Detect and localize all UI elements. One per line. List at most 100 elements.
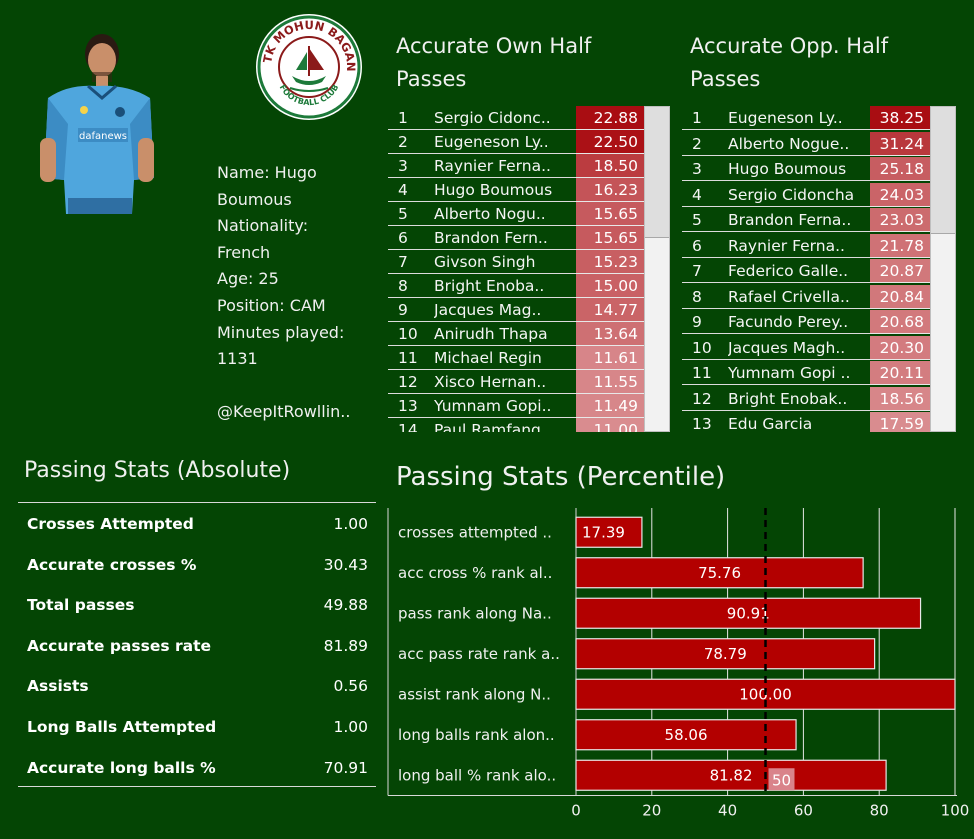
rank-row: 12 Bright Enobak.. 18.56 — [682, 386, 930, 411]
rank-number: 1 — [692, 109, 702, 127]
player-name: Michael Regin — [434, 349, 542, 367]
rank-row: 8 Rafael Crivella.. 20.84 — [682, 284, 930, 309]
absolute-stat-value: 1.00 — [333, 515, 368, 533]
percentile-bar — [575, 597, 922, 629]
absolute-stat-value: 70.91 — [323, 758, 368, 777]
absolute-stat-label: Total passes — [27, 596, 135, 615]
rank-row: 7 Federico Galle.. 20.87 — [682, 259, 930, 283]
rank-value: 11.00 — [576, 418, 644, 432]
absolute-stat-label: Accurate long balls % — [27, 758, 216, 777]
absolute-stat-row: Assists 0.56 — [27, 666, 368, 706]
absolute-stat-value: 0.56 — [333, 677, 368, 696]
row-divider — [682, 180, 870, 181]
absolute-stat-value: 81.89 — [323, 636, 368, 655]
own-half-scrollbar[interactable] — [644, 106, 670, 432]
rank-row: 6 Brandon Fern.. 15.65 — [388, 226, 644, 250]
absolute-stat-label: Accurate passes rate — [27, 636, 211, 655]
category-label: pass rank along Na.. — [398, 604, 552, 622]
rank-row: 10 Anirudh Thapa 13.64 — [388, 322, 644, 346]
absolute-stat-label: Assists — [27, 677, 89, 696]
rank-number: 12 — [398, 373, 418, 391]
opp-half-title-line1: Accurate Opp. Half — [690, 34, 889, 58]
rank-row: 3 Hugo Boumous 25.18 — [682, 157, 930, 181]
rank-row: 8 Bright Enoba.. 15.00 — [388, 274, 644, 298]
rank-number: 7 — [692, 262, 702, 280]
rank-number: 11 — [398, 349, 418, 367]
author-handle: @KeepItRowllin.. — [217, 402, 351, 422]
bar-value-label: 81.82 — [710, 766, 753, 784]
percentile-bar — [575, 516, 643, 548]
player-name: Sergio Cidoncha — [728, 185, 855, 204]
absolute-stat-row: Total passes 49.88 — [27, 585, 368, 625]
category-label: acc pass rate rank a.. — [398, 645, 560, 663]
percentile-bar — [575, 759, 887, 791]
rank-number: 11 — [692, 364, 712, 382]
row-divider — [388, 345, 576, 346]
category-label: long balls rank alon.. — [398, 726, 555, 744]
absolute-stat-row: Long Balls Attempted 1.00 — [27, 707, 368, 747]
player-photo: dafanews — [38, 28, 156, 214]
player-name: Yumnam Gopi .. — [728, 364, 851, 382]
opp-half-scroll-thumb[interactable] — [931, 107, 955, 234]
player-name: Facundo Perey.. — [728, 313, 849, 331]
rank-value: 20.30 — [870, 335, 930, 360]
rank-value: 15.65 — [576, 226, 644, 250]
player-age: Age: 25 — [217, 269, 279, 289]
x-tick-label: 20 — [642, 802, 661, 820]
rank-row: 3 Raynier Ferna.. 18.50 — [388, 154, 644, 178]
rank-number: 14 — [398, 421, 418, 432]
percentile-chart: 0 20 40 60 80 100 crosses attempted .. 17.39 acc… — [387, 508, 969, 820]
own-half-scroll-thumb[interactable] — [645, 107, 669, 238]
player-name: Edu Garcia — [728, 415, 813, 432]
rank-number: 1 — [398, 109, 408, 127]
absolute-stat-label: Accurate crosses % — [27, 555, 197, 574]
rank-number: 8 — [692, 287, 702, 306]
rank-row: 5 Alberto Nogu.. 15.65 — [388, 202, 644, 226]
rank-row: 11 Michael Regin 11.61 — [388, 346, 644, 370]
absolute-stat-row: Crosses Attempted 1.00 — [27, 504, 368, 544]
rank-row: 4 Sergio Cidoncha 24.03 — [682, 182, 930, 207]
opp-half-scrollbar[interactable] — [930, 106, 956, 432]
player-name: Brandon Fern.. — [434, 229, 548, 247]
row-divider — [388, 369, 576, 370]
absolute-stats-title: Passing Stats (Absolute) — [24, 458, 291, 483]
rank-value: 21.78 — [870, 233, 930, 258]
x-tick-label: 40 — [718, 802, 737, 820]
row-divider — [388, 393, 576, 394]
club-logo: ATK MOHUN BAGAN FOOTBALL CLUB — [250, 1, 364, 122]
rank-value: 20.87 — [870, 259, 930, 283]
player-nationality-label: Nationality: — [217, 216, 309, 236]
rank-number: 12 — [692, 389, 712, 408]
rank-number: 13 — [398, 397, 418, 415]
player-name: Yumnam Gopi.. — [434, 397, 552, 415]
absolute-stat-row: Accurate long balls % 70.91 — [27, 748, 368, 788]
player-name: Hugo Boumous — [434, 181, 553, 199]
row-divider — [682, 205, 870, 207]
bar-value-label: 17.39 — [582, 523, 625, 541]
category-label: assist rank along N.. — [398, 685, 551, 703]
rank-value: 23.03 — [870, 208, 930, 232]
bar-value-label: 78.79 — [704, 645, 747, 663]
player-name: Raynier Ferna.. — [728, 236, 845, 255]
rank-value: 20.11 — [870, 361, 930, 385]
rank-number: 13 — [692, 415, 712, 432]
rank-value: 38.25 — [870, 106, 930, 130]
row-divider — [388, 249, 576, 250]
rank-number: 3 — [692, 160, 702, 178]
rank-number: 9 — [692, 313, 702, 331]
row-divider — [682, 231, 870, 232]
rank-row: 1 Eugeneson Ly.. 38.25 — [682, 106, 930, 130]
player-name: Federico Galle.. — [728, 262, 849, 280]
absolute-stats-divider — [18, 502, 376, 503]
row-divider — [682, 307, 870, 309]
row-divider — [388, 321, 576, 322]
rank-value: 20.84 — [870, 284, 930, 309]
rank-value: 18.56 — [870, 386, 930, 411]
absolute-stat-label: Crosses Attempted — [27, 515, 194, 533]
rank-value: 14.77 — [576, 298, 644, 322]
rank-row: 12 Xisco Hernan.. 11.55 — [388, 370, 644, 394]
own-half-title: Accurate Own Half Passes — [396, 30, 591, 96]
row-divider — [388, 297, 576, 298]
rank-number: 5 — [398, 205, 408, 223]
absolute-stat-row: Accurate passes rate 81.89 — [27, 626, 368, 666]
